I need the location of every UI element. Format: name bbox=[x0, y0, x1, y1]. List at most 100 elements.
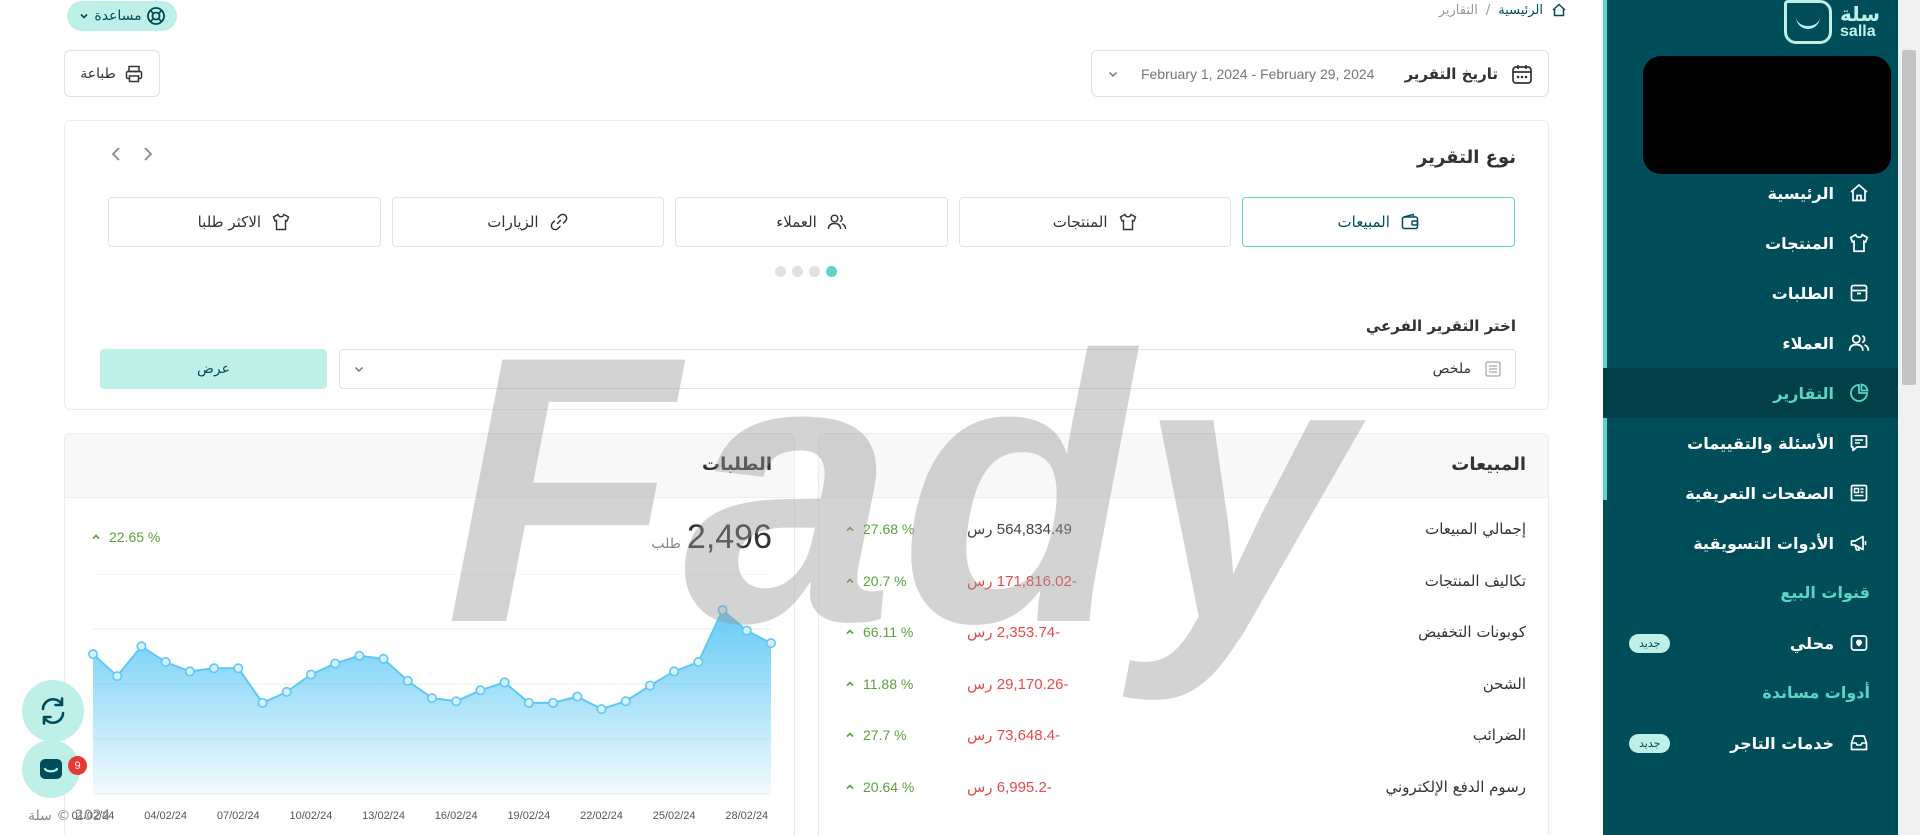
chart-point[interactable] bbox=[209, 663, 220, 674]
tile-label: المنتجات bbox=[1052, 213, 1108, 231]
chart-point[interactable] bbox=[160, 657, 171, 668]
chart-point[interactable] bbox=[644, 680, 655, 691]
chart-point[interactable] bbox=[257, 697, 268, 708]
chart-point[interactable] bbox=[596, 704, 607, 715]
report-type-title: نوع التقرير bbox=[1417, 147, 1516, 168]
sales-row-amount-value: -171,816.02 bbox=[996, 572, 1077, 590]
date-range-picker[interactable]: تاريخ التقرير February 1, 2024 - Februar… bbox=[1091, 50, 1549, 97]
caret-up-icon bbox=[845, 627, 855, 637]
sales-row-amount-value: -6,995.2 bbox=[996, 778, 1052, 796]
breadcrumb-separator: / bbox=[1485, 2, 1491, 18]
chart-point[interactable] bbox=[499, 677, 510, 688]
sidebar-item-label: الأدوات التسويقية bbox=[1693, 533, 1834, 553]
report-tile-products[interactable]: المنتجات bbox=[958, 197, 1232, 247]
sidebar-item-label: المنتجات bbox=[1765, 233, 1834, 253]
show-button[interactable]: عرض bbox=[100, 349, 327, 389]
chart-point[interactable] bbox=[378, 653, 389, 664]
sidebar-item-landing-pages[interactable]: الصفحات التعريفية bbox=[1603, 468, 1898, 518]
chevron-right-icon[interactable] bbox=[141, 145, 155, 163]
sidebar-item-orders[interactable]: الطلبات bbox=[1603, 268, 1898, 318]
report-tile-most-ordered[interactable]: الاكثر طلبا bbox=[108, 197, 381, 247]
tile-label: المبيعات bbox=[1337, 213, 1390, 231]
carousel-dot[interactable] bbox=[775, 266, 786, 277]
sidebar-item-label: خدمات التاجر bbox=[1730, 733, 1834, 753]
chart-x-tick-label: 22/02/24 bbox=[580, 810, 623, 822]
chart-point[interactable] bbox=[475, 685, 486, 696]
chart-point[interactable] bbox=[693, 657, 704, 668]
carousel-dot[interactable] bbox=[792, 266, 803, 277]
chart-point[interactable] bbox=[281, 686, 292, 697]
sidebar-item-local[interactable]: جديد محلي bbox=[1603, 618, 1898, 668]
sales-row-change-value: 20.64 % bbox=[863, 778, 915, 795]
page-scrollbar[interactable] bbox=[1898, 0, 1920, 835]
caret-up-icon bbox=[845, 730, 855, 740]
sales-row-currency: رس bbox=[967, 778, 993, 796]
chart-point[interactable] bbox=[354, 650, 365, 661]
sales-row-amount: -73,648.4 رس bbox=[967, 726, 1060, 744]
sidebar-item-label: الطلبات bbox=[1771, 283, 1834, 303]
report-tile-sales[interactable]: المبيعات bbox=[1242, 197, 1515, 247]
orders-area-chart: 01/02/24 04/02/24 07/02/24 10/02/24 13/02/24… bbox=[72, 574, 776, 822]
salla-logo[interactable]: سلة salla bbox=[1784, 0, 1880, 44]
carousel-dot-active[interactable] bbox=[826, 266, 837, 277]
chart-point[interactable] bbox=[548, 697, 559, 708]
new-badge: جديد bbox=[1629, 633, 1671, 653]
pie-chart-icon bbox=[1848, 382, 1870, 404]
date-label: تاريخ التقرير bbox=[1404, 64, 1498, 83]
breadcrumb-home-icon[interactable] bbox=[1551, 2, 1567, 18]
sales-row-change-value: 11.88 % bbox=[863, 675, 914, 692]
orders-total: 2,496 طلب bbox=[651, 518, 772, 557]
sales-row: الشحن -29,170.26 رس 11.88 % bbox=[819, 669, 1548, 699]
users-icon bbox=[1848, 332, 1870, 354]
sales-row-change: 66.11 % bbox=[845, 624, 913, 640]
carousel-dots bbox=[775, 266, 837, 277]
carousel-dot[interactable] bbox=[809, 266, 820, 277]
chart-point[interactable] bbox=[330, 658, 341, 669]
chart-point[interactable] bbox=[112, 671, 123, 682]
chat-icon bbox=[37, 755, 65, 783]
chart-point[interactable] bbox=[305, 669, 316, 680]
chart-point[interactable] bbox=[523, 697, 534, 708]
sales-row-change: 20.7 % bbox=[845, 573, 907, 589]
orders-title: الطلبات bbox=[701, 454, 772, 475]
chart-x-tick-label: 13/02/24 bbox=[362, 810, 405, 822]
sidebar-item-merchant-services[interactable]: جديد خدمات التاجر bbox=[1603, 718, 1898, 768]
sales-row-label: الضرائب bbox=[1472, 726, 1526, 744]
sidebar-item-products[interactable]: المنتجات bbox=[1603, 218, 1898, 268]
chart-point[interactable] bbox=[741, 625, 752, 636]
help-button[interactable]: مساعدة bbox=[67, 1, 177, 31]
chart-point[interactable] bbox=[233, 663, 244, 674]
chart-point[interactable] bbox=[717, 605, 728, 616]
chart-point[interactable] bbox=[184, 666, 195, 677]
chart-point[interactable] bbox=[402, 675, 413, 686]
sidebar-item-customers[interactable]: العملاء bbox=[1603, 318, 1898, 368]
chevron-left-icon[interactable] bbox=[109, 145, 123, 163]
breadcrumb: الرئيسية / التقارير bbox=[1439, 2, 1567, 18]
chevron-down-icon bbox=[78, 10, 90, 22]
report-tile-customers[interactable]: العملاء bbox=[675, 197, 948, 247]
sales-row: كوبونات التخفيض -2,353.74 رس 66.11 % bbox=[819, 617, 1548, 647]
sidebar-item-home[interactable]: الرئيسية bbox=[1603, 168, 1898, 218]
refresh-button[interactable] bbox=[22, 680, 84, 742]
chart-point[interactable] bbox=[87, 649, 98, 660]
breadcrumb-home[interactable]: الرئيسية bbox=[1498, 2, 1543, 18]
chart-point[interactable] bbox=[572, 691, 583, 702]
sidebar-item-marketing-tools[interactable]: الأدوات التسويقية bbox=[1603, 518, 1898, 568]
chart-point[interactable] bbox=[669, 666, 680, 677]
chart-point[interactable] bbox=[426, 693, 437, 704]
sales-row-label: رسوم الدفع الإلكتروني bbox=[1385, 777, 1526, 796]
sidebar-item-questions-reviews[interactable]: الأسئلة والتقييمات bbox=[1603, 418, 1898, 468]
chart-point[interactable] bbox=[620, 696, 631, 707]
sub-report-select[interactable]: ملخص bbox=[339, 349, 1516, 389]
chart-point[interactable] bbox=[765, 638, 776, 649]
report-tile-visits[interactable]: الزيارات bbox=[391, 197, 665, 247]
sales-row-amount-value: -2,353.74 bbox=[996, 624, 1061, 641]
sales-row-change: 11.88 % bbox=[845, 676, 913, 692]
chart-point[interactable] bbox=[136, 641, 147, 652]
chart-point[interactable] bbox=[451, 696, 462, 707]
report-type-card: نوع التقرير المبيعات المنتجات العملاء bbox=[64, 120, 1549, 410]
print-button[interactable]: طباعة bbox=[64, 50, 160, 97]
sidebar-item-reports[interactable]: التقارير bbox=[1603, 368, 1898, 418]
scrollbar-thumb[interactable] bbox=[1902, 50, 1916, 385]
sales-row-change: 27.7 % bbox=[845, 727, 907, 743]
